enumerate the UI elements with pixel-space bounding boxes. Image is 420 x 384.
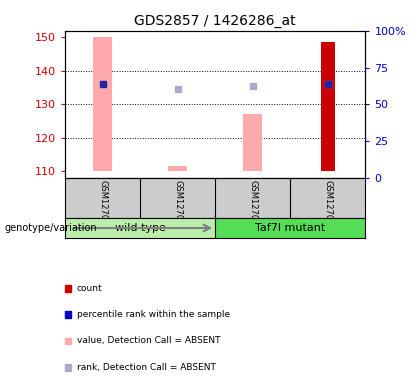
Text: wild type: wild type [115,223,165,233]
Bar [321,42,335,171]
Text: count: count [77,284,102,293]
Bar [215,218,365,238]
Bar [168,166,187,171]
Bar [244,114,262,171]
Text: rank, Detection Call = ABSENT: rank, Detection Call = ABSENT [77,362,216,372]
Bar [93,37,112,171]
Text: Taf7l mutant: Taf7l mutant [255,223,326,233]
Text: percentile rank within the sample: percentile rank within the sample [77,310,230,319]
Text: GSM127095: GSM127095 [248,180,257,230]
Bar [65,218,215,238]
Title: GDS2857 / 1426286_at: GDS2857 / 1426286_at [134,14,296,28]
Text: GSM127093: GSM127093 [98,180,107,231]
Text: GSM127096: GSM127096 [323,180,332,231]
Text: GSM127094: GSM127094 [173,180,182,230]
Text: value, Detection Call = ABSENT: value, Detection Call = ABSENT [77,336,220,346]
Text: genotype/variation: genotype/variation [4,223,97,233]
